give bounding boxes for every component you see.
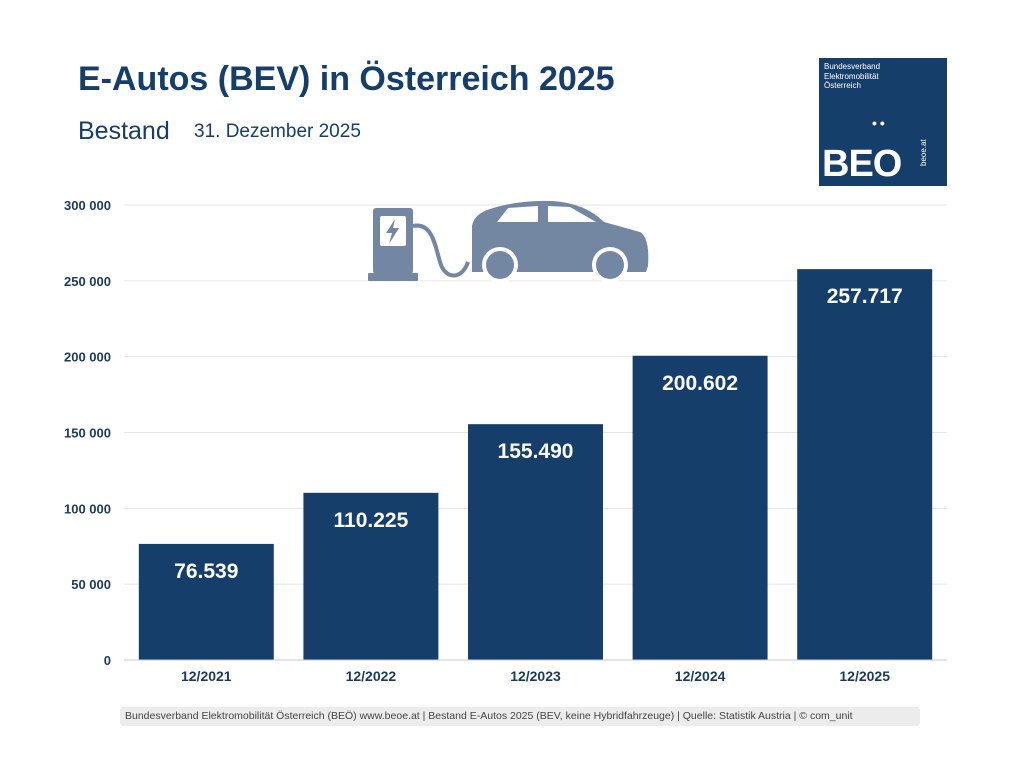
charging-station-icon	[368, 208, 418, 281]
data-label: 76.539	[174, 560, 238, 583]
bar-12-2021	[138, 543, 274, 660]
y-tick-label: 100 000	[64, 501, 111, 516]
car-icon	[472, 200, 649, 283]
footer-source: Bundesverband Elektromobilität Österreic…	[120, 707, 920, 726]
bar-12-2022	[303, 492, 439, 660]
y-tick-label: 0	[104, 653, 111, 668]
x-axis: 12/2021 12/2022 12/2023 12/2024 12/2025	[124, 659, 947, 684]
x-tick-label: 12/2022	[346, 668, 397, 684]
chart-date: 31. Dezember 2025	[194, 121, 361, 142]
x-tick-label: 12/2023	[510, 668, 561, 684]
x-tick-label: 12/2025	[839, 668, 890, 684]
charging-cable-icon	[412, 223, 470, 278]
data-label: 200.602	[662, 372, 738, 395]
y-tick-label: 50 000	[71, 577, 111, 592]
y-tick-label: 150 000	[64, 426, 111, 441]
y-tick-label: 200 000	[64, 350, 111, 365]
x-tick-label: 12/2021	[181, 668, 232, 684]
bar-12-2025	[797, 269, 933, 660]
y-axis: 0 50 000 100 000 150 000 200 000 250 000 300 0…	[64, 198, 111, 668]
bar-12-2023	[468, 424, 603, 660]
y-tick-label: 300 000	[64, 198, 111, 213]
bars: 76.539 110.225 155.490 200.602 257.717	[138, 269, 933, 660]
data-label: 155.490	[498, 440, 574, 463]
chart-title: E-Autos (BEV) in Österreich 2025	[78, 60, 615, 98]
data-label: 110.225	[334, 509, 409, 532]
x-tick-label: 12/2024	[675, 668, 726, 684]
chart-subtitle: Bestand	[78, 117, 170, 145]
logo-org-text: Bundesverband Elektromobilität Österreic…	[824, 62, 881, 90]
data-label: 257.717	[827, 285, 903, 308]
logo-mark: BEO	[822, 143, 902, 185]
bar-12-2024	[632, 355, 768, 660]
logo-dots: ••	[872, 115, 888, 131]
y-tick-label: 250 000	[64, 274, 111, 289]
beo-logo: Bundesverband Elektromobilität Österreic…	[819, 58, 947, 186]
ev-illustration	[368, 200, 649, 283]
